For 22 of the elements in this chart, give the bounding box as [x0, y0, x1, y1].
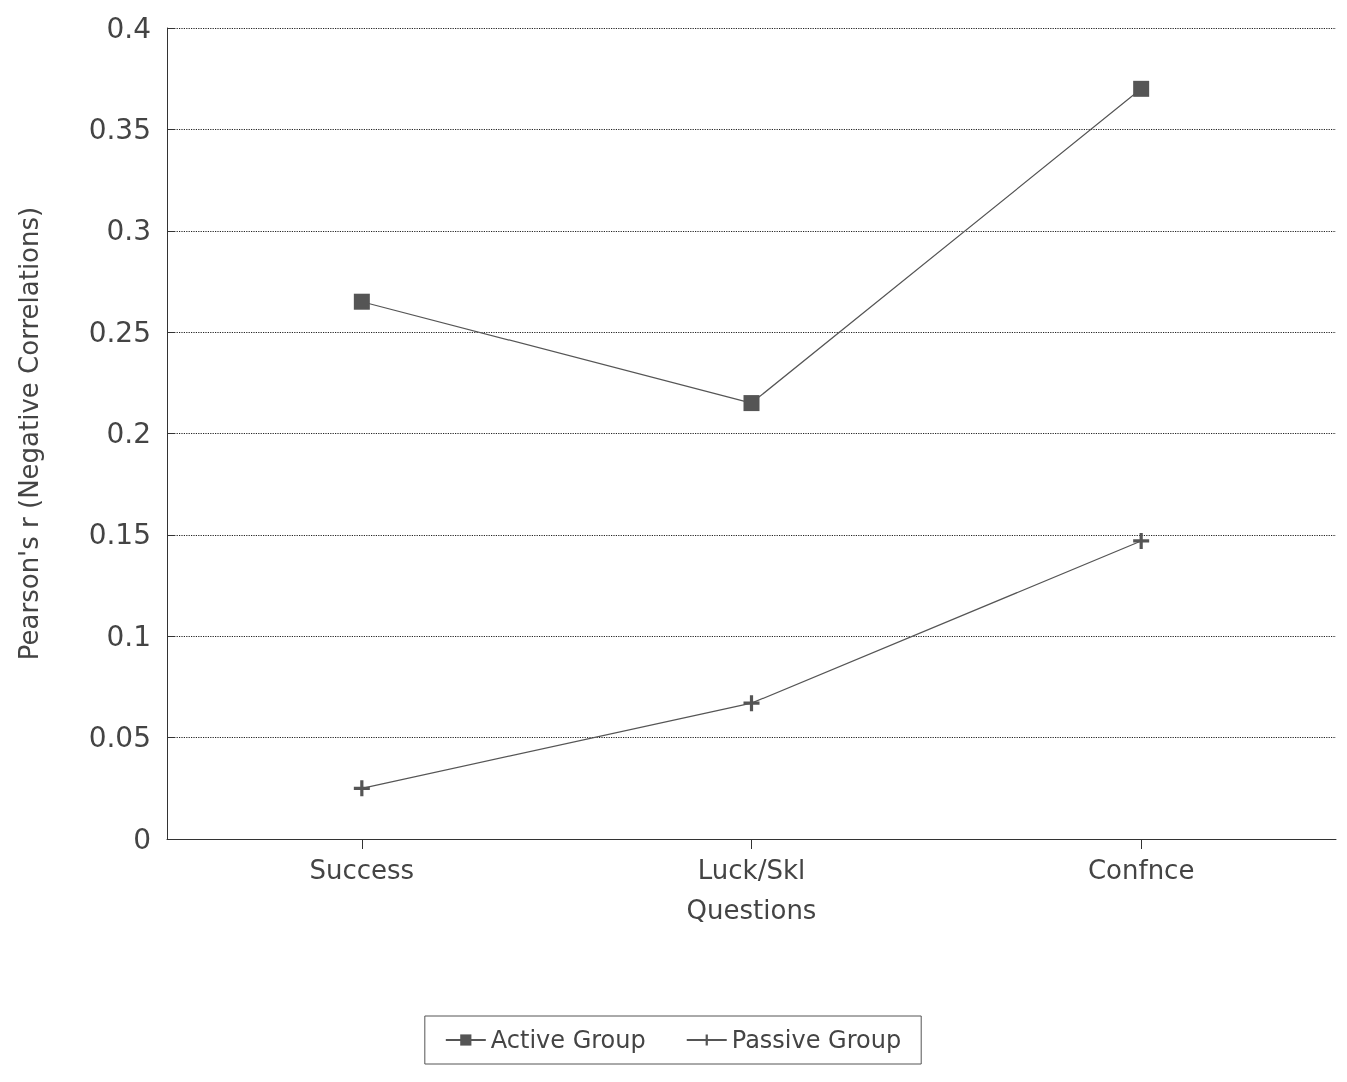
- point: [743, 695, 760, 712]
- y-axis-title: Pearson's r (Negative Correlations): [14, 206, 44, 661]
- x-tick-label: Confnce: [1087, 855, 1195, 885]
- point: [743, 395, 760, 412]
- x-tick-label: Success: [309, 855, 415, 885]
- y-tick-label: 0.1: [106, 619, 151, 653]
- y-tick-label: 0.35: [88, 112, 151, 146]
- y-tick-label: 0.25: [88, 315, 151, 349]
- y-tick-label: 0.3: [106, 214, 151, 248]
- y-tick-label: 0.4: [106, 11, 151, 45]
- point: [1133, 80, 1150, 97]
- x-tick-label: Luck/Skl: [697, 855, 806, 885]
- y-tick-label: 0.15: [88, 518, 151, 552]
- point: [1133, 532, 1150, 549]
- y-tick-label: 0.2: [106, 417, 151, 450]
- x-axis-title: Questions: [686, 895, 817, 925]
- point: [353, 780, 370, 797]
- point: [353, 293, 370, 310]
- legend-label: Passive Group: [731, 1026, 902, 1054]
- y-tick-label: 0.05: [88, 721, 151, 755]
- y-tick-label: 0: [133, 822, 151, 856]
- legend-label: Active Group: [490, 1026, 646, 1054]
